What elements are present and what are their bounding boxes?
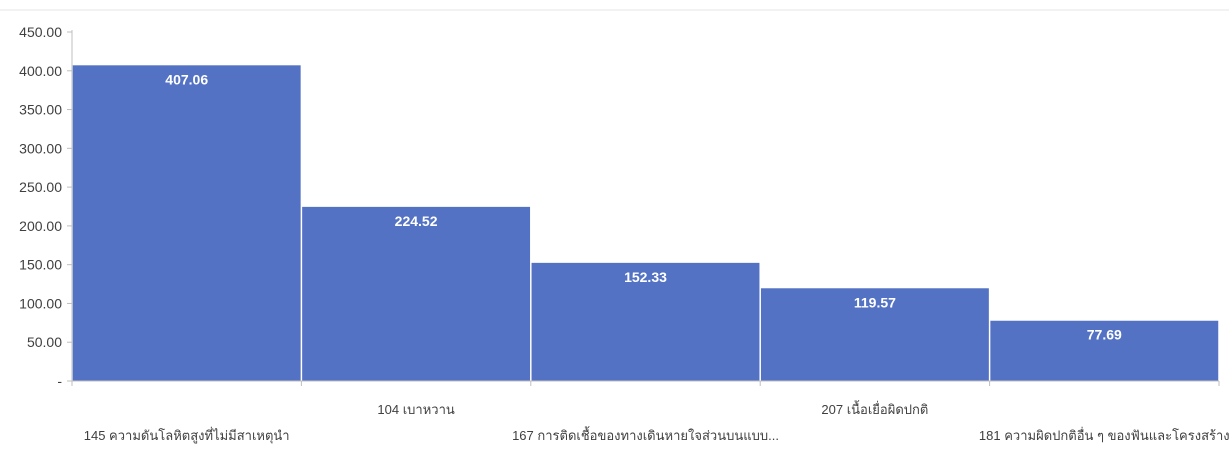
y-tick-label: 300.00 <box>19 140 62 156</box>
data-label: 407.06 <box>165 71 208 87</box>
y-axis: - 50.00 100.00 150.00 200.00 250.00 300.00 350.… <box>19 24 73 389</box>
bar <box>760 288 989 381</box>
y-tick-label: 200.00 <box>19 218 62 234</box>
x-category-label: 207 เนื้อเยื่อผิดปกติ <box>821 400 928 417</box>
bar <box>72 65 301 381</box>
y-tick-label: 150.00 <box>19 257 62 273</box>
bars: 407.06 224.52 152.33 119.57 77.69 <box>72 65 1219 381</box>
y-tick-label: 250.00 <box>19 179 62 195</box>
data-label: 224.52 <box>395 213 438 229</box>
y-tick-label: 50.00 <box>27 334 62 350</box>
x-category-label: 167 การติดเชื้อของทางเดินหายใจส่วนบนแบบ.… <box>512 426 779 443</box>
y-tick-label: 450.00 <box>19 24 62 40</box>
data-label: 119.57 <box>854 294 896 310</box>
x-category-label: 145 ความดันโลหิตสูงที่ไม่มีสาเหตุนำ <box>84 427 290 444</box>
y-tick-label: 400.00 <box>19 63 62 79</box>
x-category-label: 104 เบาหวาน <box>377 402 454 417</box>
bar <box>531 262 760 381</box>
y-tick-label: - <box>57 373 62 389</box>
x-category-label: 181 ความผิดปกติอื่น ๆ ของฟันและโครงสร้าง <box>979 427 1229 443</box>
y-tick-label: 100.00 <box>19 295 62 311</box>
y-tick-label: 350.00 <box>19 102 62 118</box>
bar <box>302 206 531 381</box>
bar <box>990 320 1219 381</box>
data-label: 77.69 <box>1087 327 1122 343</box>
x-axis: 145 ความดันโลหิตสูงที่ไม่มีสาเหตุนำ 104 เ… <box>71 380 1229 444</box>
data-label: 152.33 <box>624 269 667 285</box>
